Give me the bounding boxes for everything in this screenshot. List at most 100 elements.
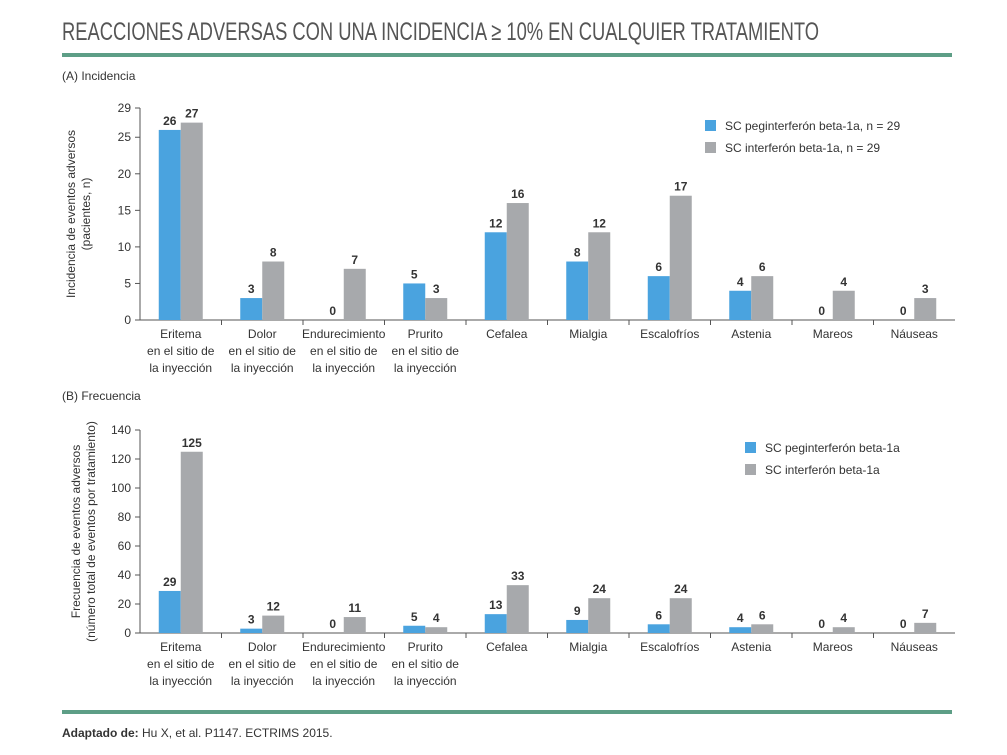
bar — [566, 261, 589, 320]
value-label: 24 — [674, 582, 688, 596]
y-tick-label: 0 — [124, 626, 131, 640]
x-tick-label-line: en el sitio de — [147, 344, 215, 358]
x-tick-label-line: Cefalea — [486, 640, 528, 654]
value-label: 0 — [329, 617, 336, 631]
x-tick-label-line: Mareos — [813, 327, 853, 341]
value-label: 0 — [818, 304, 825, 318]
y-tick-label: 60 — [118, 539, 132, 553]
x-tick-label: Escalofríos — [640, 640, 699, 654]
value-label: 29 — [163, 575, 177, 589]
x-tick-label-line: Prurito — [408, 640, 444, 654]
x-tick-label: Endurecimiento en el sitio de la inyección — [302, 327, 386, 375]
value-label: 17 — [674, 180, 688, 194]
x-tick-label-line: en el sitio de — [310, 657, 378, 671]
x-tick-label-line: Mialgia — [569, 327, 607, 341]
x-tick-label: Náuseas — [891, 640, 938, 654]
legend-swatch — [745, 442, 756, 453]
bar — [158, 129, 181, 320]
y-axis-label: Incidencia de eventos adversos(pacientes… — [64, 130, 93, 298]
bar — [240, 628, 263, 633]
x-tick-label-line: en el sitio de — [310, 344, 378, 358]
y-tick-label: 120 — [111, 452, 131, 466]
bar — [751, 624, 774, 633]
x-tick-label: Mialgia — [569, 640, 607, 654]
bar — [403, 283, 426, 320]
value-label: 11 — [348, 601, 361, 615]
y-tick-label: 20 — [118, 167, 132, 181]
bar — [425, 298, 448, 320]
y-tick-label: 80 — [118, 510, 132, 524]
y-axis-label-line: (número total de eventos por tratamiento… — [84, 421, 98, 642]
bar — [240, 298, 263, 320]
x-tick-label-line: en el sitio de — [392, 344, 460, 358]
x-tick-label-line: la inyección — [394, 361, 457, 375]
value-label: 3 — [248, 613, 255, 627]
y-axis-label-line: Incidencia de eventos adversos — [64, 130, 78, 298]
x-tick-label: Mareos — [813, 640, 853, 654]
panel-title: (B) Frecuencia — [62, 389, 141, 403]
x-tick-label-line: Dolor — [248, 327, 277, 341]
x-tick-label: Dolor en el sitio de la inyección — [229, 327, 297, 375]
x-tick-label-line: Astenia — [731, 327, 771, 341]
y-axis-label: Frecuencia de eventos adversos(número to… — [69, 421, 98, 642]
bar — [832, 627, 855, 633]
footer-text: Hu X, et al. P1147. ECTRIMS 2015. — [142, 726, 333, 740]
value-label: 4 — [840, 275, 847, 289]
legend-swatch — [745, 464, 756, 475]
footer: Adaptado de: Hu X, et al. P1147. ECTRIMS… — [62, 726, 333, 740]
x-tick-label: Cefalea — [486, 327, 528, 341]
bar — [588, 232, 611, 320]
value-label: 5 — [411, 610, 418, 624]
bar — [751, 276, 774, 320]
value-label: 0 — [900, 617, 907, 631]
bar — [262, 615, 285, 633]
value-label: 4 — [737, 611, 744, 625]
bar — [180, 451, 203, 633]
y-axis-label-line: (pacientes, n) — [79, 178, 93, 251]
value-label: 16 — [511, 187, 525, 201]
value-label: 3 — [922, 282, 929, 296]
bar — [343, 617, 366, 633]
panel-title: (A) Incidencia — [62, 69, 136, 83]
bar — [425, 627, 448, 633]
bar — [484, 232, 507, 320]
x-tick-label: Eritema en el sitio de la inyección — [147, 640, 215, 688]
x-tick-label-line: en el sitio de — [392, 657, 460, 671]
x-tick-label: Mialgia — [569, 327, 607, 341]
x-tick-label-line: Náuseas — [891, 640, 938, 654]
y-tick-label: 0 — [124, 313, 131, 327]
value-label: 8 — [270, 246, 277, 260]
x-tick-label: Cefalea — [486, 640, 528, 654]
value-label: 27 — [185, 107, 199, 121]
value-label: 0 — [818, 617, 825, 631]
value-label: 4 — [840, 611, 847, 625]
legend-label: SC interferón beta-1a — [765, 463, 880, 477]
value-label: 7 — [922, 607, 929, 621]
x-tick-label-line: Mareos — [813, 640, 853, 654]
x-tick-label-line: Eritema — [160, 640, 202, 654]
footer-label: Adaptado de: — [62, 726, 139, 740]
y-tick-label: 15 — [118, 203, 132, 217]
y-tick-label: 5 — [124, 276, 131, 290]
bar — [729, 627, 752, 633]
x-tick-label-line: en el sitio de — [147, 657, 215, 671]
x-tick-label-line: Astenia — [731, 640, 771, 654]
x-tick-label-line: Escalofríos — [640, 640, 699, 654]
x-tick-label-line: la inyección — [231, 674, 294, 688]
value-label: 6 — [759, 608, 766, 622]
x-tick-label-line: Dolor — [248, 640, 277, 654]
x-tick-label: Dolor en el sitio de la inyección — [229, 640, 297, 688]
x-tick-label: Mareos — [813, 327, 853, 341]
value-label: 4 — [737, 275, 744, 289]
bar — [484, 614, 507, 633]
bar — [588, 598, 611, 633]
bar — [403, 625, 426, 633]
value-label: 24 — [593, 582, 607, 596]
legend-label: SC interferón beta-1a, n = 29 — [725, 141, 880, 155]
bar — [506, 203, 529, 320]
x-tick-label: Endurecimiento en el sitio de la inyección — [302, 640, 386, 688]
y-axis-label-line: Frecuencia de eventos adversos — [69, 445, 83, 618]
y-tick-label: 100 — [111, 481, 131, 495]
page-title: REACCIONES ADVERSAS CON UNA INCIDENCIA ≥… — [62, 18, 819, 46]
